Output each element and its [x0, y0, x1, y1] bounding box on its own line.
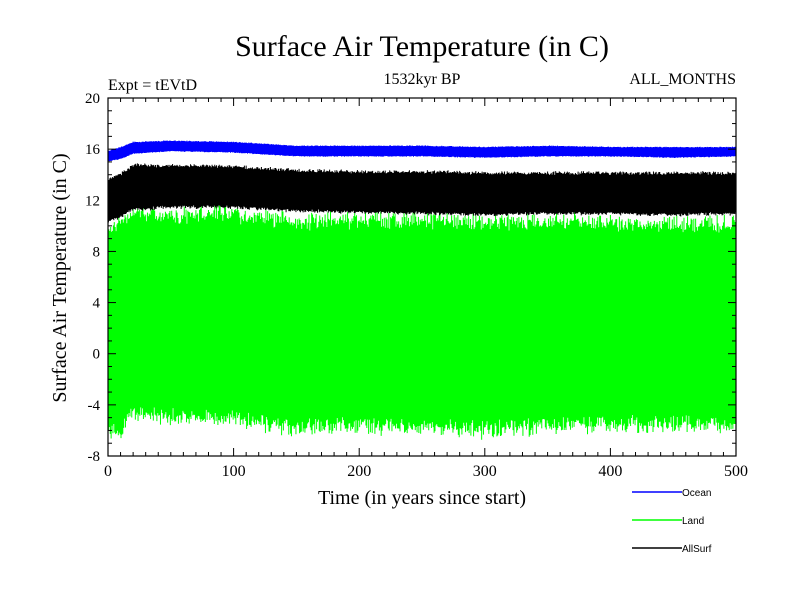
x-tick-label: 400 — [598, 463, 622, 480]
series-line-allsurf — [108, 163, 736, 223]
x-axis-label: Time (in years since start) — [318, 487, 526, 509]
time-period-label: 1532kyr BP — [384, 71, 461, 88]
x-tick-label: 0 — [104, 463, 112, 480]
legend-label-land: Land — [682, 516, 704, 527]
series-line-land — [108, 204, 736, 440]
y-tick-label: 4 — [93, 296, 101, 312]
y-tick-label: 12 — [85, 193, 100, 209]
x-tick-label: 200 — [347, 463, 371, 480]
x-tick-label: 100 — [222, 463, 246, 480]
y-tick-label: 0 — [93, 347, 101, 363]
legend-label-allsurf: AllSurf — [682, 544, 712, 555]
y-axis-label: Surface Air Temperature (in C) — [49, 153, 71, 402]
x-tick-label: 300 — [473, 463, 497, 480]
series-layer — [108, 140, 736, 440]
y-tick-label: 16 — [85, 142, 101, 158]
y-tick-label: -4 — [88, 398, 101, 414]
experiment-label: Expt = tEVtD — [108, 77, 197, 94]
chart-title: Surface Air Temperature (in C) — [235, 30, 609, 63]
legend-label-ocean: Ocean — [682, 488, 711, 499]
series-line-ocean — [108, 140, 736, 162]
x-tick-label: 500 — [724, 463, 748, 480]
legend: Ocean Land AllSurf — [632, 488, 712, 555]
months-label: ALL_MONTHS — [629, 71, 736, 88]
ticks-layer: 0 100 200 300 400 500 -8 -4 0 4 8 12 16 20 — [85, 91, 748, 480]
y-tick-label: 20 — [85, 91, 100, 107]
y-tick-label: 8 — [93, 244, 101, 260]
y-tick-label: -8 — [88, 449, 101, 465]
